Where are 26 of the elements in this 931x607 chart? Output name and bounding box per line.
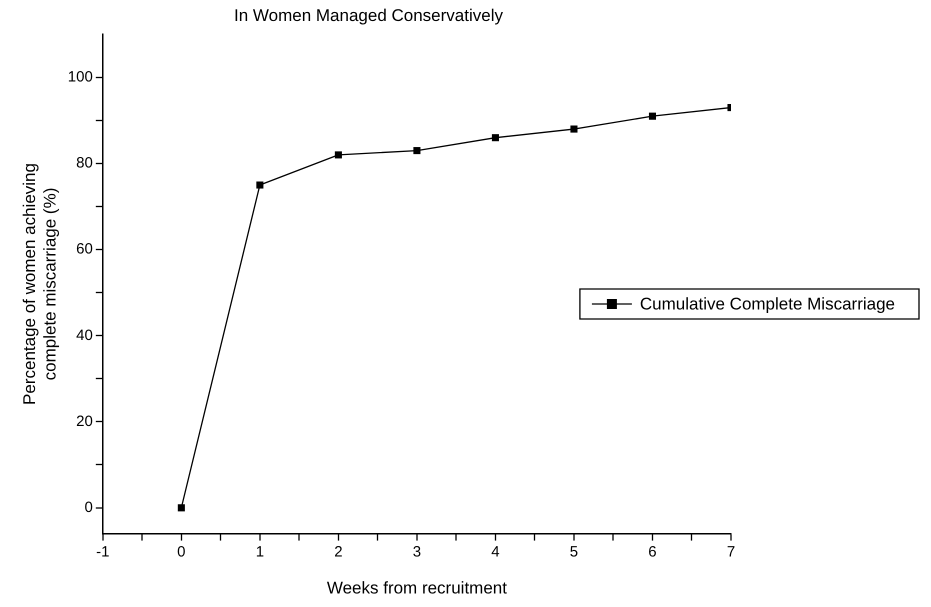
x-tick-label: 6: [648, 544, 657, 561]
point: [492, 134, 499, 142]
y-axis-title: Percentage of women achieving complete miscarriage (%): [20, 163, 60, 405]
x-tick-label: 0: [177, 544, 186, 561]
x-axis-title: Weeks from recruitment: [326, 578, 508, 598]
point: [570, 126, 578, 133]
y-tick-label: 0: [84, 498, 93, 516]
x-tick-label: 4: [491, 544, 500, 561]
y-tick-label: 80: [76, 154, 93, 172]
y-tick-label: 60: [76, 240, 93, 258]
point: [648, 112, 656, 120]
x-tick-label: 3: [412, 544, 422, 561]
x-tick-label: 2: [334, 544, 343, 561]
legend-label: Cumulative Complete Miscarriage: [640, 294, 895, 314]
y-tick-label: 20: [76, 412, 93, 430]
x-tick-label: 5: [570, 544, 578, 561]
x-tick-label: 7: [726, 544, 736, 561]
y-tick-label: 100: [68, 68, 93, 86]
chart-title: In Women Managed Conservatively: [234, 6, 504, 25]
y-tick-label: 40: [76, 326, 93, 344]
point: [334, 151, 342, 158]
point: [256, 181, 264, 189]
x-tick-label: -1: [96, 544, 110, 561]
point: [413, 147, 420, 154]
x-tick-label: 1: [256, 544, 264, 561]
point: [178, 504, 185, 512]
